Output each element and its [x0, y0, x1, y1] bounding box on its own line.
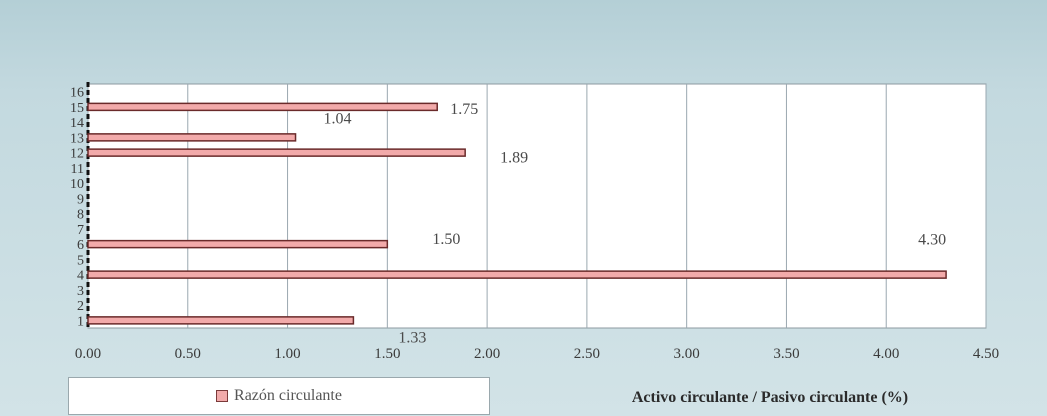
- x-tick-label: 2.00: [474, 346, 500, 362]
- x-tick-label: 4.50: [973, 346, 999, 362]
- bar: [87, 133, 297, 142]
- y-tick-label: 10: [70, 177, 84, 192]
- bar: [87, 148, 466, 157]
- x-tick-label: 4.00: [873, 346, 899, 362]
- x-tick-label: 1.50: [374, 346, 400, 362]
- y-tick-label: 2: [77, 299, 84, 314]
- y-tick-label: 14: [70, 116, 84, 131]
- y-tick-label: 13: [70, 131, 84, 146]
- y-tick-label: 11: [71, 162, 84, 177]
- data-label: 1.50: [432, 231, 460, 248]
- y-tick-label: 12: [70, 147, 84, 162]
- data-label: 1.33: [398, 329, 426, 346]
- x-tick-label: 2.50: [574, 346, 600, 362]
- x-tick-label: 0.00: [75, 346, 101, 362]
- bar: [87, 102, 438, 112]
- x-axis-label: Activo circulante / Pasivo circulante (%…: [631, 389, 909, 406]
- y-tick-label: 8: [77, 208, 84, 223]
- x-tick-label: 3.00: [674, 346, 700, 362]
- y-tick-label: 15: [70, 101, 84, 116]
- y-tick-label: 1: [77, 314, 84, 329]
- y-tick-label: 16: [70, 86, 84, 101]
- data-label: 1.75: [450, 101, 478, 118]
- data-label: 4.30: [918, 232, 946, 249]
- plot-area: [87, 83, 987, 329]
- legend: Razón circulante: [68, 377, 490, 415]
- bar: [87, 316, 355, 325]
- x-tick-labels: 0.00 0.50 1.00 1.50 2.00 2.50 3.00 3.50 4.00 4.50: [75, 346, 999, 362]
- legend-label: Razón circulante: [234, 387, 342, 404]
- data-labels: 1.33 4.30 1.50 1.89 1.04 1.75: [324, 101, 947, 347]
- y-tick-label: 6: [77, 238, 84, 253]
- y-tick-label: 4: [77, 269, 84, 284]
- legend-swatch: [216, 390, 229, 402]
- y-tick-label: 7: [77, 223, 84, 238]
- bar: [87, 239, 389, 249]
- x-tick-label: 0.50: [175, 346, 201, 362]
- y-tick-label: 5: [77, 253, 84, 268]
- data-label: 1.04: [324, 110, 352, 127]
- y-tick-label: 9: [77, 192, 84, 207]
- y-tick-label: 3: [77, 284, 84, 299]
- grid-lines: [86, 82, 987, 328]
- x-tick-label: 3.50: [773, 346, 799, 362]
- x-tick-label: 1.00: [274, 346, 300, 362]
- data-label: 1.89: [500, 150, 528, 167]
- bar: [87, 270, 947, 279]
- bars: [87, 102, 947, 325]
